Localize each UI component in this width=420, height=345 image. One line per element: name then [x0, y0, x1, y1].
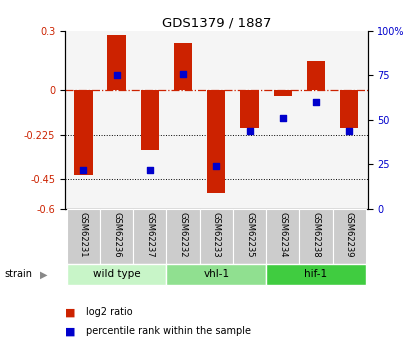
Bar — [133, 209, 166, 264]
Text: GSM62233: GSM62233 — [212, 213, 221, 258]
Bar — [240, 90, 259, 128]
Bar — [74, 90, 92, 175]
Text: GSM62239: GSM62239 — [345, 213, 354, 258]
Bar — [299, 209, 333, 264]
Text: wild type: wild type — [93, 269, 140, 279]
Bar — [333, 209, 366, 264]
Text: GSM62237: GSM62237 — [145, 213, 154, 258]
Bar — [200, 209, 233, 264]
Point — [279, 115, 286, 121]
Bar — [166, 209, 200, 264]
Text: ■: ■ — [65, 326, 76, 336]
Bar — [100, 209, 133, 264]
Point — [147, 167, 153, 172]
Bar — [340, 90, 358, 128]
Bar — [141, 90, 159, 149]
Point — [180, 71, 186, 77]
Bar — [166, 264, 266, 285]
Text: GSM62232: GSM62232 — [178, 213, 188, 258]
Point — [113, 73, 120, 78]
Bar — [174, 43, 192, 90]
Bar — [266, 209, 299, 264]
Point — [312, 99, 319, 105]
Text: GSM62236: GSM62236 — [112, 213, 121, 258]
Text: ▶: ▶ — [40, 269, 47, 279]
Bar — [67, 209, 100, 264]
Text: GSM62238: GSM62238 — [312, 213, 320, 258]
Point — [246, 128, 253, 133]
Title: GDS1379 / 1887: GDS1379 / 1887 — [162, 17, 271, 30]
Bar — [108, 35, 126, 90]
Text: hif-1: hif-1 — [304, 269, 328, 279]
Text: GSM62235: GSM62235 — [245, 213, 254, 258]
Text: GSM62234: GSM62234 — [278, 213, 287, 258]
Point — [346, 128, 352, 133]
Text: vhl-1: vhl-1 — [203, 269, 229, 279]
Point — [213, 163, 220, 169]
Text: ■: ■ — [65, 307, 76, 317]
Bar — [67, 264, 166, 285]
Bar — [266, 264, 366, 285]
Text: strain: strain — [4, 269, 32, 279]
Bar — [307, 61, 325, 90]
Bar — [233, 209, 266, 264]
Text: percentile rank within the sample: percentile rank within the sample — [86, 326, 251, 336]
Bar — [207, 90, 226, 193]
Bar — [273, 90, 292, 96]
Text: GSM62231: GSM62231 — [79, 213, 88, 258]
Text: log2 ratio: log2 ratio — [86, 307, 133, 317]
Point — [80, 167, 87, 172]
